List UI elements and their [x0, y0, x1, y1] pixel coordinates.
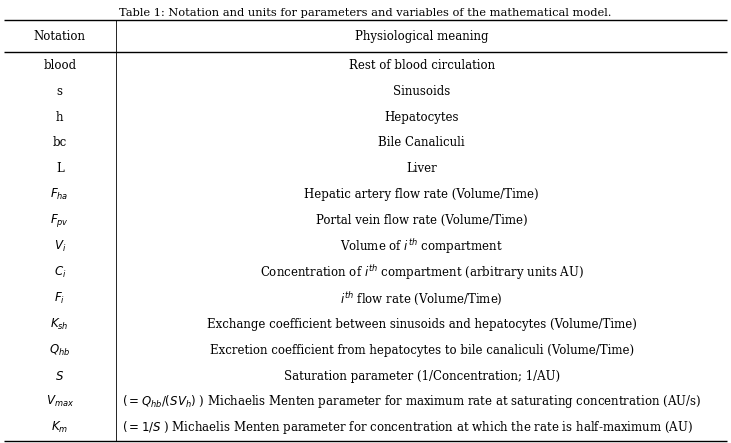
Text: Bile Canaliculi: Bile Canaliculi: [378, 136, 465, 149]
Text: $K_{sh}$: $K_{sh}$: [50, 317, 69, 332]
Text: Exchange coefficient between sinusoids and hepatocytes (Volume/Time): Exchange coefficient between sinusoids a…: [207, 318, 637, 331]
Text: $S$: $S$: [56, 369, 64, 383]
Text: bc: bc: [53, 136, 67, 149]
Text: s: s: [57, 85, 63, 97]
Text: $F_i$: $F_i$: [54, 291, 65, 306]
Text: $i^{th}$ flow rate (Volume/Time): $i^{th}$ flow rate (Volume/Time): [340, 290, 503, 307]
Text: Concentration of $i^{th}$ compartment (arbitrary units AU): Concentration of $i^{th}$ compartment (a…: [260, 263, 583, 282]
Text: $F_{pv}$: $F_{pv}$: [50, 212, 69, 229]
Text: Hepatocytes: Hepatocytes: [385, 110, 459, 124]
Text: Hepatic artery flow rate (Volume/Time): Hepatic artery flow rate (Volume/Time): [304, 188, 539, 201]
Text: L: L: [56, 162, 64, 175]
Text: Table 1: Notation and units for parameters and variables of the mathematical mod: Table 1: Notation and units for paramete…: [119, 8, 612, 18]
Text: Rest of blood circulation: Rest of blood circulation: [349, 59, 495, 72]
Text: $V_i$: $V_i$: [53, 239, 66, 254]
Text: $C_i$: $C_i$: [53, 265, 66, 280]
Text: $V_{max}$: $V_{max}$: [46, 394, 74, 409]
Text: Physiological meaning: Physiological meaning: [355, 30, 488, 43]
Text: Volume of $i^{th}$ compartment: Volume of $i^{th}$ compartment: [340, 237, 503, 256]
Text: blood: blood: [43, 59, 76, 72]
Text: Notation: Notation: [34, 30, 86, 43]
Text: $Q_{hb}$: $Q_{hb}$: [49, 342, 70, 358]
Text: Liver: Liver: [406, 162, 437, 175]
Text: $K_m$: $K_m$: [51, 420, 68, 435]
Text: Portal vein flow rate (Volume/Time): Portal vein flow rate (Volume/Time): [316, 214, 527, 227]
Text: $(= Q_{hb}/(SV_h)$ ) Michaelis Menten parameter for maximum rate at saturating c: $(= Q_{hb}/(SV_h)$ ) Michaelis Menten pa…: [121, 393, 701, 410]
Text: Excretion coefficient from hepatocytes to bile canaliculi (Volume/Time): Excretion coefficient from hepatocytes t…: [210, 344, 634, 357]
Text: Saturation parameter (1/Concentration; 1/AU): Saturation parameter (1/Concentration; 1…: [284, 369, 560, 383]
Text: Sinusoids: Sinusoids: [393, 85, 450, 97]
Text: $F_{ha}$: $F_{ha}$: [50, 187, 69, 202]
Text: h: h: [56, 110, 64, 124]
Text: $(= 1/S$ ) Michaelis Menten parameter for concentration at which the rate is hal: $(= 1/S$ ) Michaelis Menten parameter fo…: [121, 420, 693, 436]
